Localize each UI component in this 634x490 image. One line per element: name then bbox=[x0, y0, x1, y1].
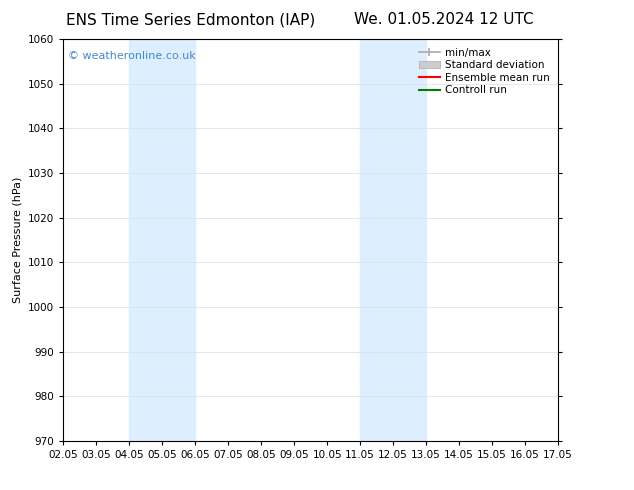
Text: ENS Time Series Edmonton (IAP): ENS Time Series Edmonton (IAP) bbox=[65, 12, 315, 27]
Text: © weatheronline.co.uk: © weatheronline.co.uk bbox=[68, 51, 196, 61]
Y-axis label: Surface Pressure (hPa): Surface Pressure (hPa) bbox=[13, 177, 23, 303]
Bar bbox=[129, 39, 195, 441]
Legend: min/max, Standard deviation, Ensemble mean run, Controll run: min/max, Standard deviation, Ensemble me… bbox=[416, 45, 553, 98]
Text: We. 01.05.2024 12 UTC: We. 01.05.2024 12 UTC bbox=[354, 12, 534, 27]
Bar bbox=[360, 39, 426, 441]
